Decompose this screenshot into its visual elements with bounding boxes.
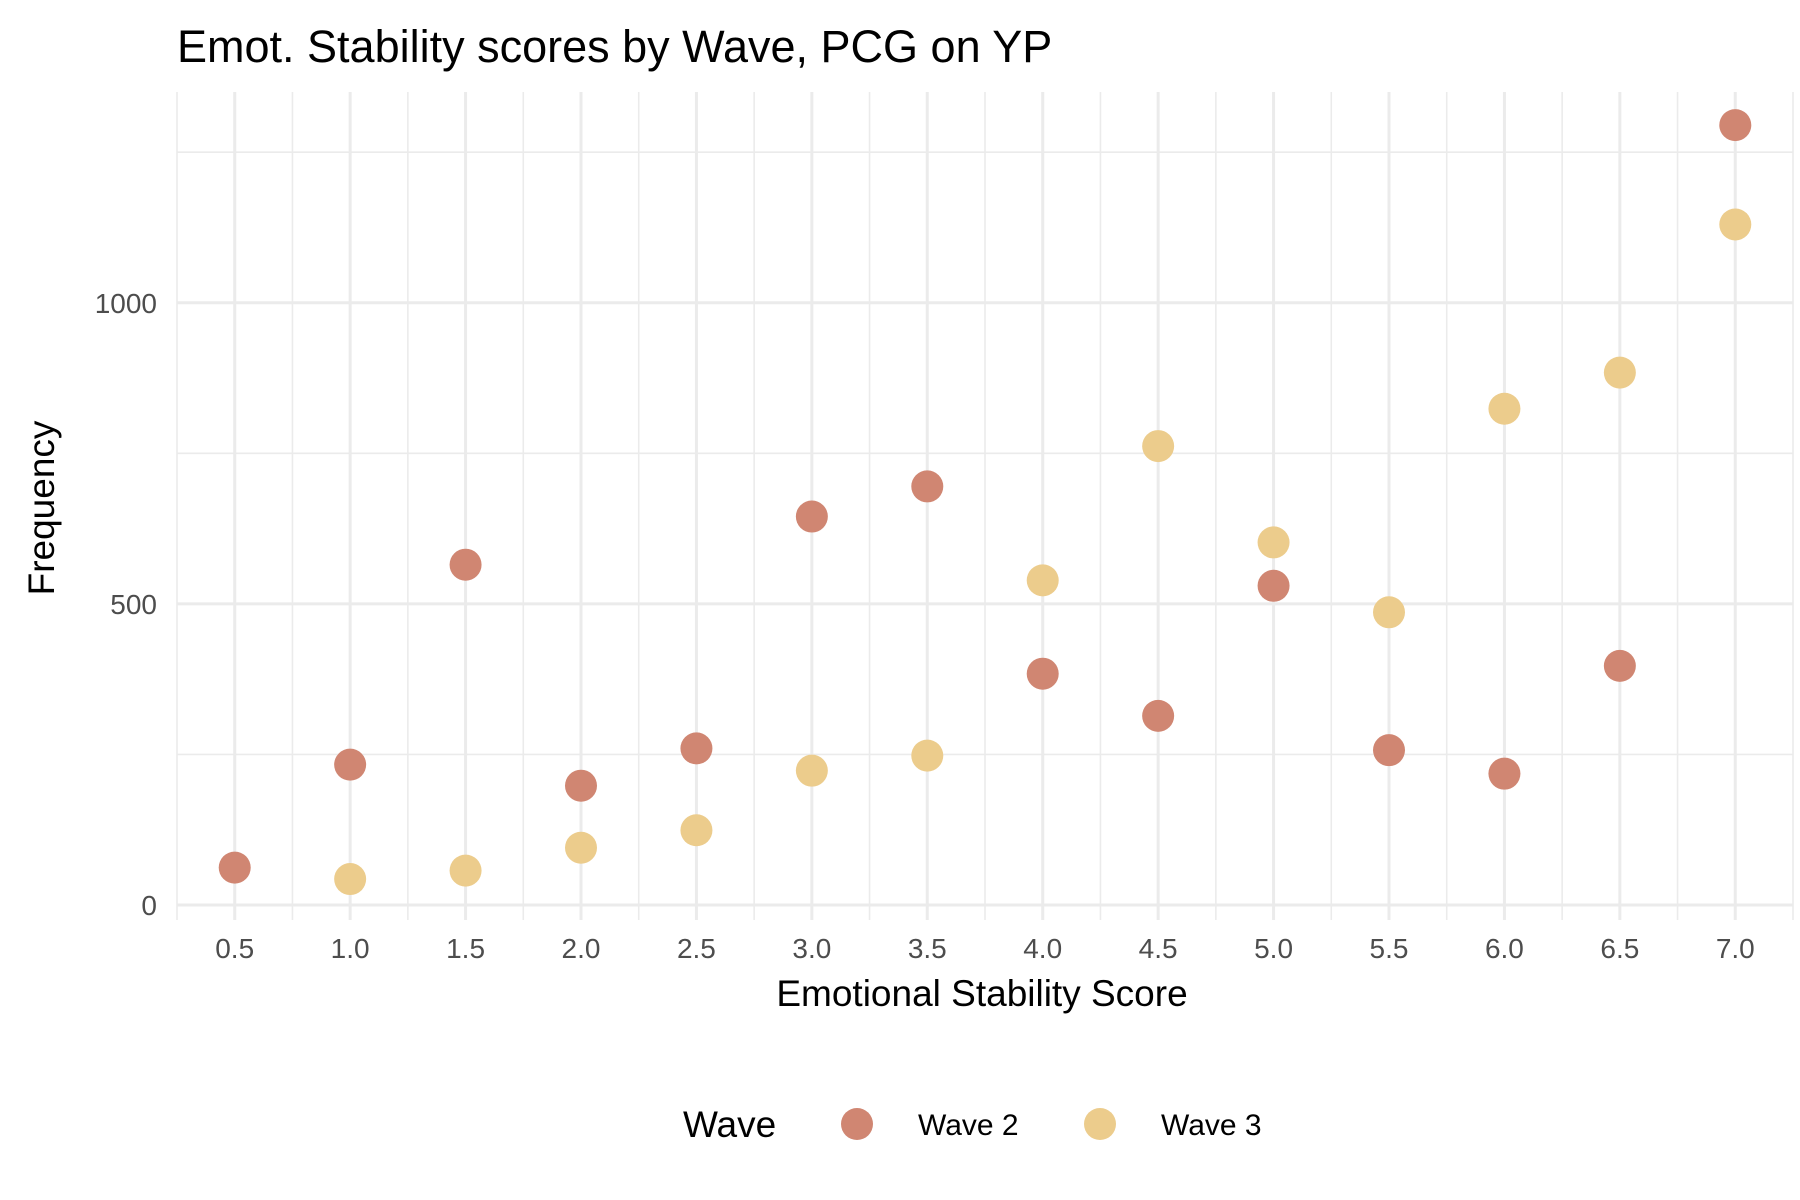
x-tick-label: 5.5 xyxy=(1370,933,1409,964)
data-point-wave-2 xyxy=(1603,649,1636,682)
data-point-wave-3 xyxy=(911,739,944,772)
y-tick-label: 0 xyxy=(141,890,157,921)
x-tick-label: 6.5 xyxy=(1600,933,1639,964)
x-tick-label: 4.0 xyxy=(1023,933,1062,964)
x-axis-title: Emotional Stability Score xyxy=(776,973,1187,1014)
data-point-wave-2 xyxy=(1488,757,1521,790)
x-tick-label: 2.5 xyxy=(677,933,716,964)
data-point-wave-2 xyxy=(795,500,828,533)
x-tick-label: 2.0 xyxy=(562,933,601,964)
x-tick-label: 0.5 xyxy=(215,933,254,964)
data-point-wave-2 xyxy=(1373,734,1405,767)
x-tick-label: 3.0 xyxy=(792,933,831,964)
y-axis-title: Frequency xyxy=(21,420,62,595)
data-point-wave-3 xyxy=(1603,356,1636,389)
legend-label-wave-3: Wave 3 xyxy=(1161,1109,1262,1142)
data-point-wave-3 xyxy=(1142,430,1175,463)
data-point-wave-3 xyxy=(1257,526,1290,559)
x-tick-label: 3.5 xyxy=(908,933,947,964)
data-point-wave-3 xyxy=(1488,392,1521,425)
x-tick-label: 6.0 xyxy=(1485,933,1524,964)
data-point-wave-3 xyxy=(334,863,367,896)
data-points xyxy=(218,109,1752,896)
data-point-wave-3 xyxy=(1026,564,1059,597)
legend-title: Wave xyxy=(683,1104,776,1145)
y-tick-label: 1000 xyxy=(95,288,157,319)
x-tick-label: 1.5 xyxy=(446,933,485,964)
data-point-wave-2 xyxy=(1257,569,1290,602)
data-point-wave-2 xyxy=(334,748,367,781)
legend-marker-wave-2 xyxy=(841,1108,873,1140)
data-point-wave-2 xyxy=(218,851,251,884)
grid-lines xyxy=(176,92,1794,920)
data-point-wave-3 xyxy=(795,754,828,787)
x-tick-label: 5.0 xyxy=(1254,933,1293,964)
legend: Wave Wave 2 Wave 3 xyxy=(683,1104,1262,1145)
y-tick-label: 500 xyxy=(110,589,157,620)
data-point-wave-3 xyxy=(680,814,713,847)
x-tick-label: 1.0 xyxy=(331,933,370,964)
data-point-wave-2 xyxy=(565,769,597,802)
x-tick-label: 4.5 xyxy=(1139,933,1178,964)
legend-marker-wave-3 xyxy=(1084,1108,1116,1140)
data-point-wave-2 xyxy=(449,548,482,581)
data-point-wave-3 xyxy=(1373,596,1405,629)
x-axis-tick-labels: 0.5 1.0 1.5 2.0 2.5 3.0 3.5 4.0 4.5 5.0 5.5 6.0 6.5 7… xyxy=(215,933,1755,964)
data-point-wave-2 xyxy=(1026,657,1059,690)
data-point-wave-2 xyxy=(1142,699,1175,732)
data-point-wave-3 xyxy=(449,854,482,887)
legend-label-wave-2: Wave 2 xyxy=(918,1109,1019,1142)
data-point-wave-2 xyxy=(911,470,944,503)
data-point-wave-3 xyxy=(1719,208,1752,241)
chart-title: Emot. Stability scores by Wave, PCG on Y… xyxy=(177,21,1052,72)
data-point-wave-2 xyxy=(1719,109,1752,142)
data-point-wave-2 xyxy=(680,732,713,765)
x-tick-label: 7.0 xyxy=(1716,933,1755,964)
data-point-wave-3 xyxy=(565,831,597,864)
y-axis-tick-labels: 0 500 1000 xyxy=(95,288,157,921)
